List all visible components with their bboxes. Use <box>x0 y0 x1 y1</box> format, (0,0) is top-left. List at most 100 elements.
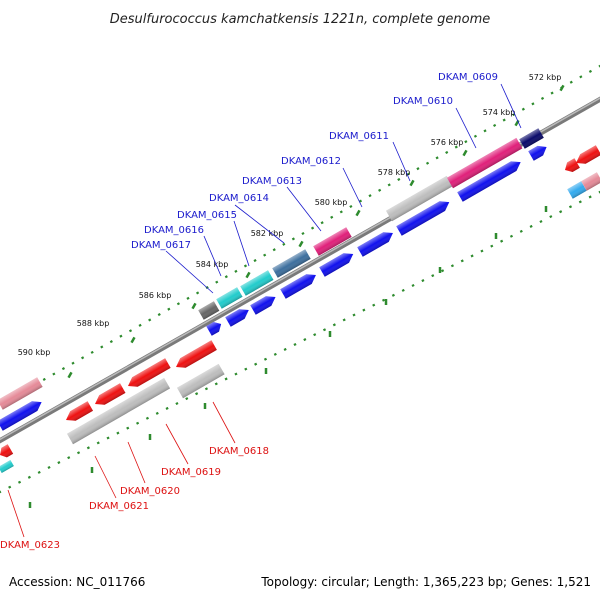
forward-gene-label[interactable]: DKAM_0615 <box>177 210 237 221</box>
tick-dot <box>391 293 395 297</box>
gene-feature-0618[interactable] <box>177 363 225 399</box>
tick-dot <box>263 357 268 361</box>
forward-cds-gene[interactable] <box>528 142 549 161</box>
forward-gene-label[interactable]: DKAM_0614 <box>209 193 269 204</box>
tick-dot <box>293 342 297 347</box>
tick-dot <box>588 69 593 73</box>
tick-dot <box>490 244 494 248</box>
reverse-cds-gene[interactable] <box>562 158 580 175</box>
gene-feature-0609[interactable] <box>519 128 544 149</box>
reverse-cds-gene-shade <box>576 145 600 164</box>
gene-feature-left-shade <box>0 377 43 410</box>
gene-feature-0614-shade <box>272 249 311 278</box>
forward-cds-gene[interactable] <box>0 397 44 431</box>
tick-dot <box>272 248 276 252</box>
tick-dot <box>176 302 181 306</box>
tick-dot <box>109 340 113 344</box>
forward-gene-label[interactable]: DKAM_0612 <box>281 156 341 167</box>
tick-dot <box>519 229 523 233</box>
tick-dot <box>67 456 71 460</box>
tick-dot <box>441 269 445 273</box>
forward-cds-gene[interactable] <box>357 228 395 257</box>
tick-dot <box>387 183 391 187</box>
forward-cds-gene[interactable] <box>280 270 318 299</box>
gene-feature-0616[interactable] <box>216 287 243 309</box>
gene-feature-reverse-lower-shade <box>67 377 171 445</box>
forward-gene-label[interactable]: DKAM_0617 <box>131 240 191 251</box>
tick-dot <box>301 231 305 236</box>
forward-cds-gene[interactable] <box>250 292 278 315</box>
reverse-cds-gene[interactable] <box>92 383 126 408</box>
tick-dot <box>157 313 161 317</box>
reverse-cds-gene[interactable] <box>63 401 94 424</box>
forward-cds-gene[interactable] <box>206 319 224 336</box>
tick-dot <box>234 372 238 376</box>
tick-dot <box>175 402 179 406</box>
gene-feature-0610-shade <box>447 137 523 189</box>
genome-stats-text: Topology: circular; Length: 1,365,223 bp… <box>260 575 591 589</box>
forward-gene-label[interactable]: DKAM_0610 <box>393 96 453 107</box>
tick-dot <box>106 436 110 440</box>
tick-label: 572 kbp <box>529 73 562 82</box>
tick-dot <box>291 237 295 241</box>
leader-line <box>286 186 322 232</box>
tick-dot <box>578 200 582 204</box>
reverse-cds-gene[interactable] <box>125 358 171 390</box>
gene-feature-0614[interactable] <box>272 249 311 278</box>
tick-dot <box>588 195 592 199</box>
gene-feature-reverse-lower[interactable] <box>67 377 171 445</box>
reverse-cds-gene[interactable] <box>0 444 14 460</box>
tick-dot <box>416 167 420 171</box>
reverse-gene-label[interactable]: DKAM_0620 <box>120 486 180 497</box>
leader-line <box>94 455 117 499</box>
tick-dot <box>313 333 317 337</box>
tick-dot <box>381 298 386 302</box>
tick-dot <box>579 75 583 79</box>
tick-dot <box>358 199 363 203</box>
tick-dot <box>480 249 484 253</box>
tick-dot <box>470 254 474 258</box>
gene-feature-0623[interactable] <box>0 459 14 474</box>
forward-cds-gene[interactable] <box>225 305 251 327</box>
forward-gene-label[interactable]: DKAM_0616 <box>144 225 204 236</box>
tick-dot <box>540 96 545 100</box>
tick-dot <box>148 318 152 322</box>
gene-feature-0610[interactable] <box>447 137 523 189</box>
reverse-gene-label[interactable]: DKAM_0619 <box>161 467 221 478</box>
gene-feature-right-pink[interactable] <box>581 172 600 191</box>
forward-cds-gene[interactable] <box>319 249 356 277</box>
reverse-cds-gene[interactable] <box>173 340 217 371</box>
major-tick-mark <box>191 302 197 310</box>
major-tick-mark <box>559 84 565 92</box>
tick-dot <box>559 210 563 214</box>
inner-tick-track <box>0 190 600 494</box>
forward-gene-label[interactable]: DKAM_0611 <box>329 131 389 142</box>
gene-feature-0612[interactable] <box>313 227 352 256</box>
tick-dot <box>349 204 353 209</box>
tick-dot <box>0 490 2 494</box>
tick-label: 578 kbp <box>378 168 411 177</box>
reverse-gene-label[interactable]: DKAM_0618 <box>209 446 269 457</box>
tick-label: 576 kbp <box>431 138 464 147</box>
reverse-cds-gene-shade <box>0 444 14 458</box>
gene-feature-0617[interactable] <box>198 301 220 320</box>
tick-dot <box>273 352 277 356</box>
reverse-gene-label[interactable]: DKAM_0623 <box>0 540 60 551</box>
major-tick-mark <box>298 240 304 248</box>
tick-dot <box>37 470 41 474</box>
tick-dot <box>431 274 435 278</box>
forward-gene-label[interactable]: DKAM_0613 <box>242 176 302 187</box>
reverse-cds-gene-shade <box>66 401 94 421</box>
reverse-cds-gene[interactable] <box>573 145 600 167</box>
major-tick-mark <box>130 336 136 344</box>
gene-feature-left[interactable] <box>0 377 43 410</box>
forward-gene-label[interactable]: DKAM_0609 <box>438 72 498 83</box>
tick-dot <box>500 239 504 243</box>
forward-cds-gene[interactable] <box>396 197 452 236</box>
gene-feature-0615[interactable] <box>240 270 274 296</box>
reverse-gene-label[interactable]: DKAM_0621 <box>89 501 149 512</box>
forward-cds-gene-shade <box>396 201 450 236</box>
gene-feature-0611[interactable] <box>386 175 453 222</box>
forward-cds-gene[interactable] <box>457 157 523 202</box>
gene-feature-right-blue[interactable] <box>567 181 587 199</box>
